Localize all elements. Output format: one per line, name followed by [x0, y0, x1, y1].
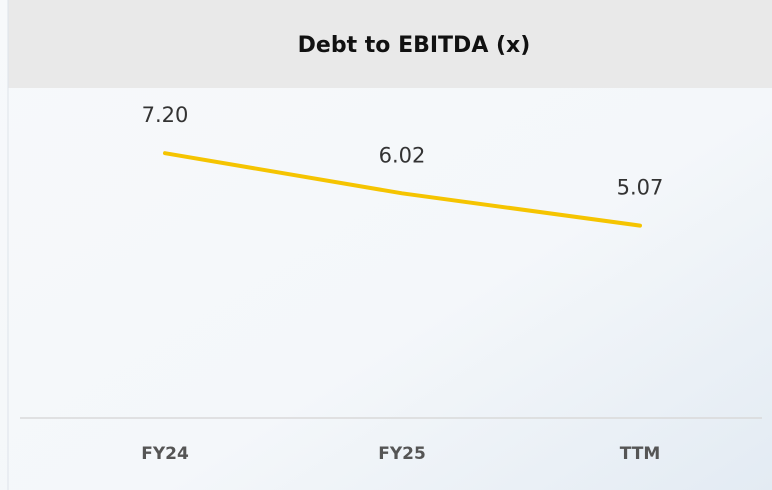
x-tick-label: FY25 [378, 444, 426, 464]
header-band [8, 0, 772, 88]
data-line [163, 151, 642, 228]
data-label: 5.07 [617, 176, 664, 200]
data-label: 7.20 [142, 103, 189, 127]
data-label: 6.02 [379, 143, 426, 167]
chart-title: Debt to EBITDA (x) [298, 33, 531, 58]
x-tick-label: FY24 [141, 444, 189, 464]
x-tick-label: TTM [620, 444, 661, 464]
